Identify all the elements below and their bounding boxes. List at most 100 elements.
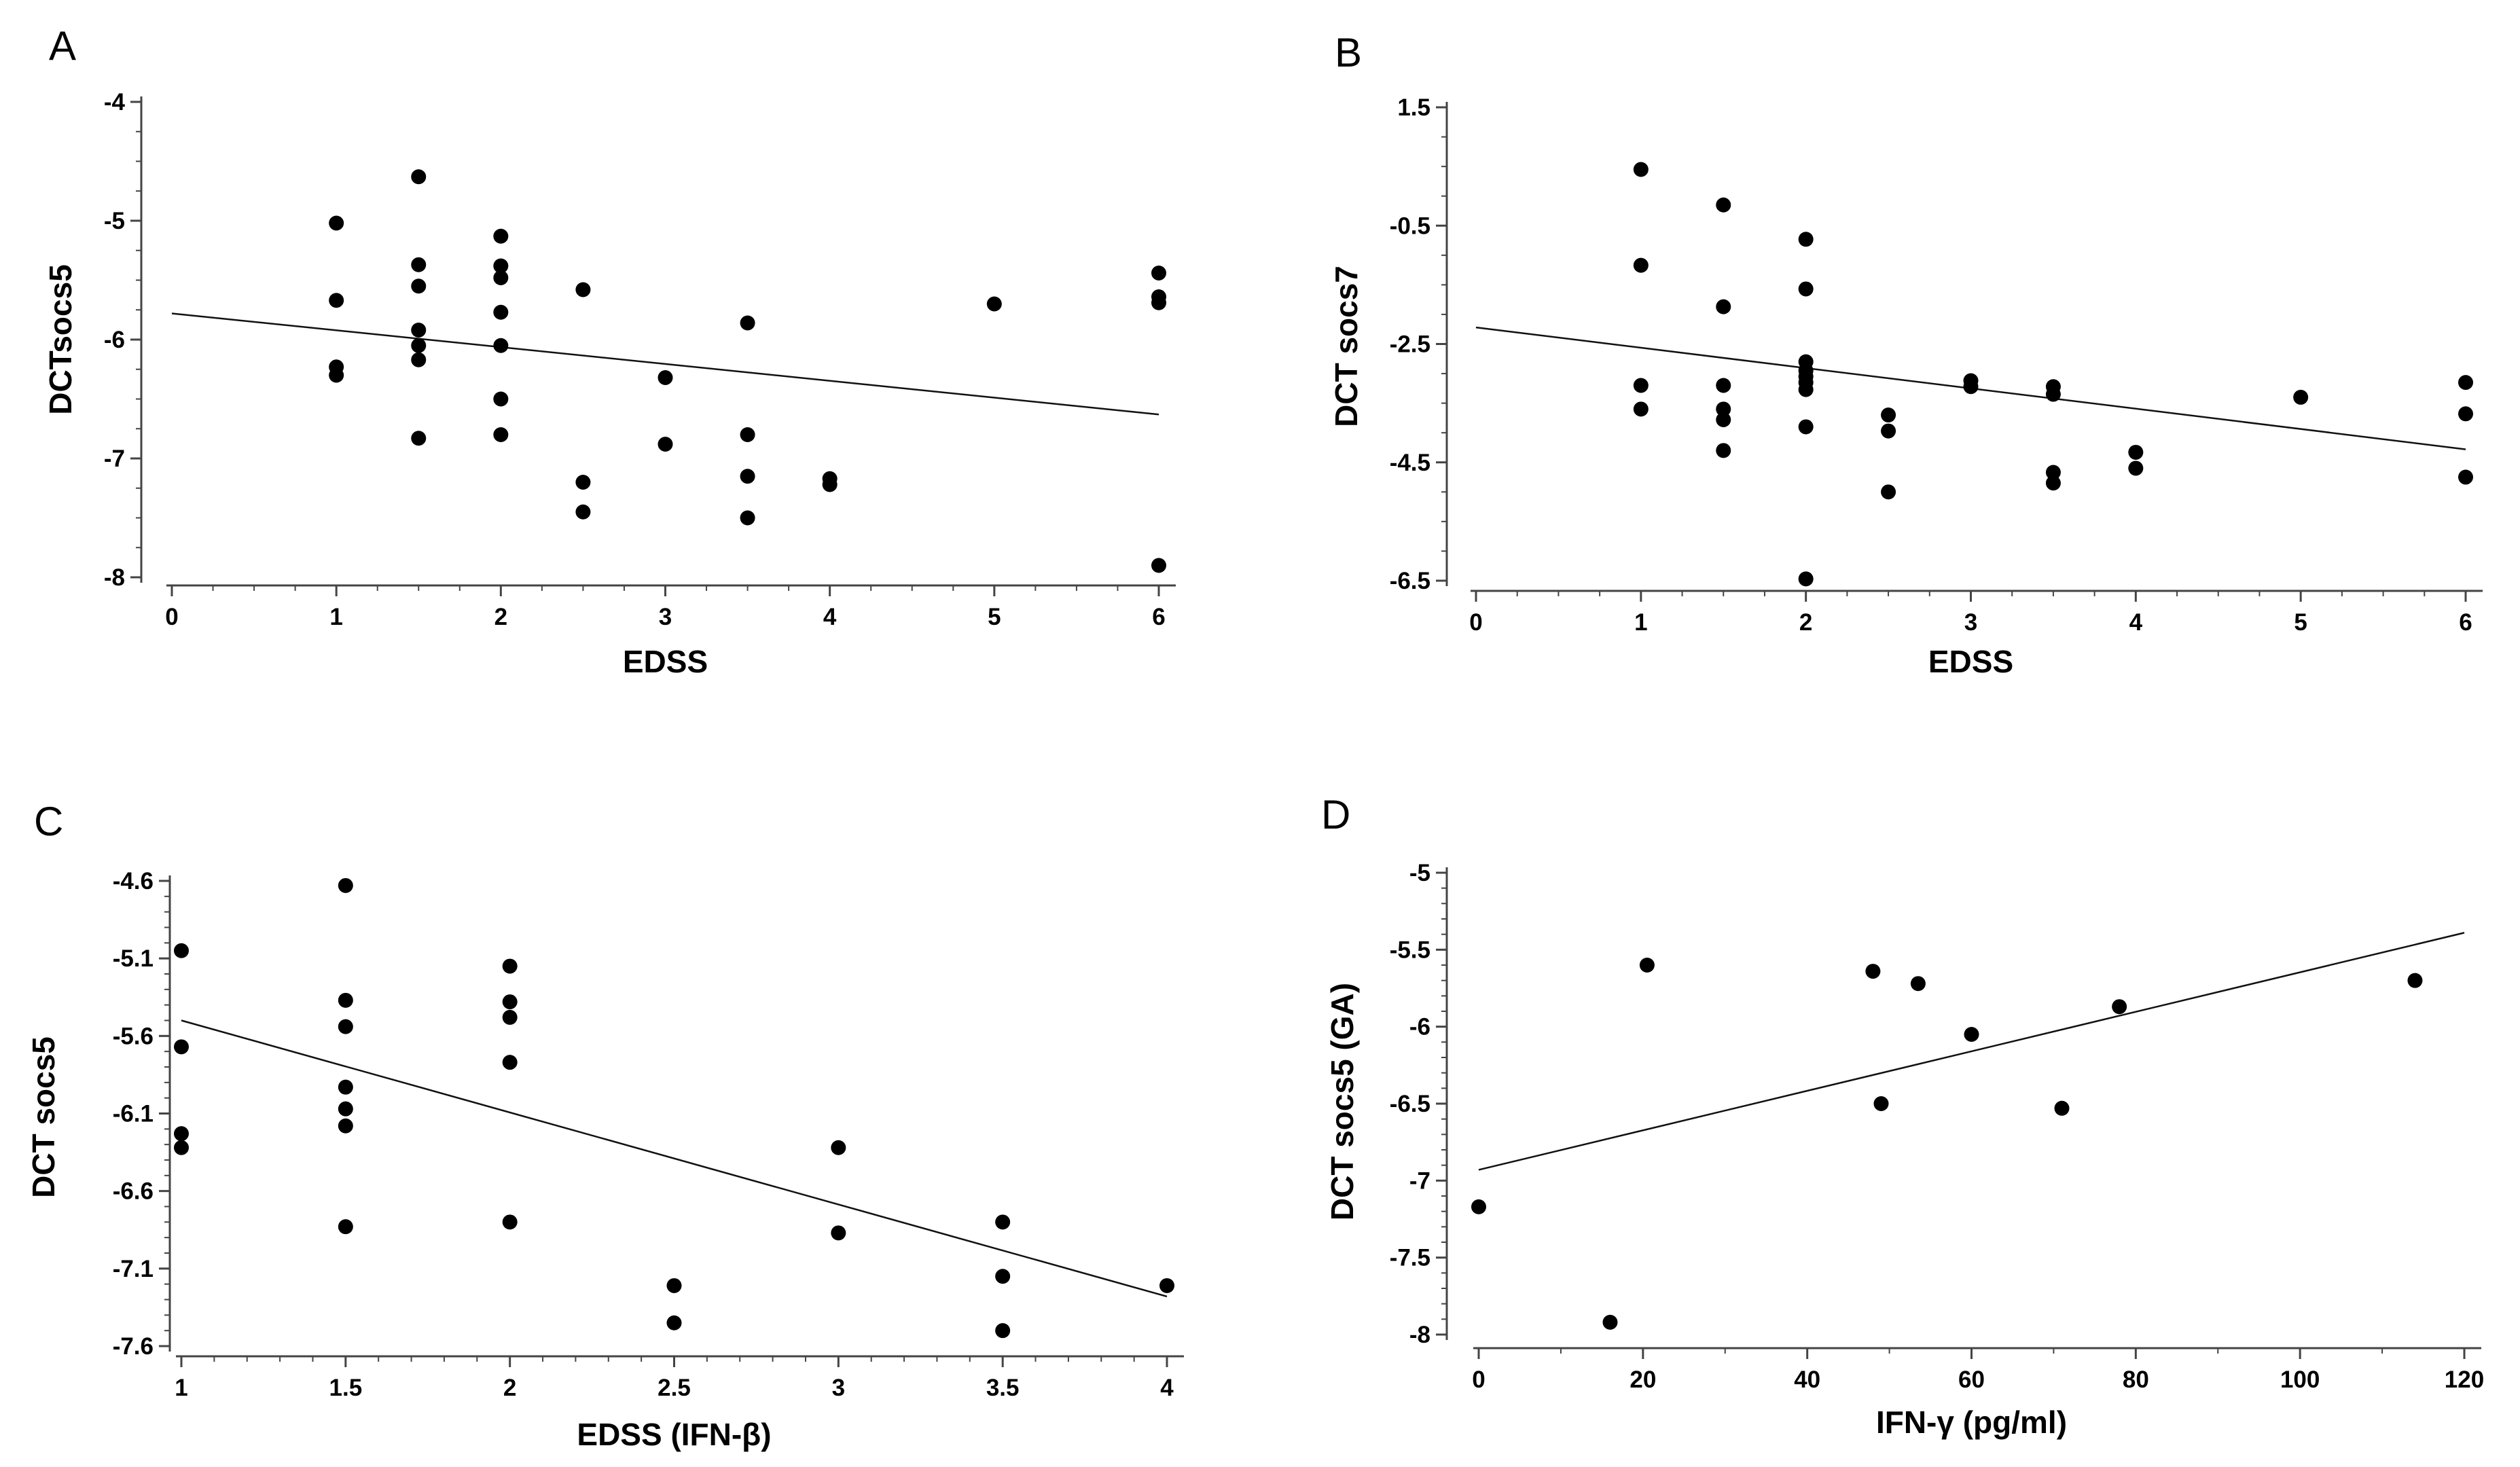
y-tick-label-d: -6	[1409, 1014, 1430, 1040]
regression-line-c	[181, 1019, 1168, 1298]
x-tick-label-d: 100	[2280, 1366, 2320, 1393]
y-tick-label-c: -4.6	[113, 868, 154, 894]
data-point-c	[1159, 1278, 1174, 1293]
x-tick-label-a: 4	[823, 604, 837, 630]
data-point-d	[1639, 958, 1655, 973]
data-point-b	[1716, 299, 1731, 314]
data-point-a	[658, 370, 673, 385]
data-point-b	[1716, 378, 1731, 393]
data-point-a	[822, 477, 838, 492]
data-point-c	[338, 992, 353, 1008]
data-point-b	[2045, 475, 2061, 491]
x-tick-label-a: 5	[988, 604, 1001, 630]
data-point-b	[1716, 443, 1731, 458]
data-point-d	[1471, 1199, 1486, 1214]
data-point-d	[1865, 964, 1881, 979]
data-point-b	[2458, 469, 2473, 485]
x-tick-label-a: 3	[659, 604, 672, 630]
data-point-b	[1798, 571, 1814, 587]
data-point-c	[502, 1055, 518, 1070]
data-point-a	[740, 315, 755, 331]
data-point-b	[1633, 162, 1649, 177]
x-tick-label-d: 40	[1794, 1366, 1820, 1393]
data-point-b	[1963, 379, 1979, 395]
y-axis-title-c: DCT socs5	[26, 1036, 61, 1198]
panel-letter-a: A	[49, 23, 76, 69]
data-point-b	[1633, 257, 1649, 273]
data-point-c	[174, 1039, 189, 1055]
y-tick-label-d: -8	[1409, 1322, 1430, 1348]
x-axis-title-c: EDSS (IFN-β)	[577, 1417, 771, 1452]
data-point-a	[411, 323, 427, 338]
y-tick-label-a: -7	[104, 446, 125, 472]
data-point-d	[1873, 1096, 1889, 1111]
x-tick-label-c: 2.5	[658, 1375, 691, 1401]
data-point-b	[1881, 484, 1896, 500]
y-axis-title-b: DCT socs7	[1329, 266, 1364, 427]
data-point-c	[338, 1219, 353, 1235]
data-point-a	[411, 169, 427, 185]
data-point-b	[1716, 401, 1731, 417]
data-point-c	[502, 994, 518, 1010]
data-point-d	[2407, 973, 2423, 988]
data-point-a	[411, 338, 427, 353]
data-point-a	[329, 215, 344, 231]
x-tick-label-d: 0	[1472, 1366, 1485, 1393]
data-point-c	[502, 1214, 518, 1230]
y-tick-label-c: -5.1	[113, 945, 154, 972]
data-point-a	[575, 504, 591, 520]
y-tick-label-c: -5.6	[113, 1023, 154, 1049]
data-point-c	[502, 958, 518, 974]
y-tick-label-c: -6.6	[113, 1178, 154, 1205]
data-point-c	[174, 1126, 189, 1142]
data-point-d	[2112, 999, 2127, 1015]
x-tick-label-c: 3.5	[986, 1375, 1020, 1401]
data-point-c	[995, 1214, 1011, 1230]
data-point-a	[411, 431, 427, 446]
y-tick-label-c: -7.6	[113, 1333, 154, 1360]
y-tick-label-d: -7	[1409, 1167, 1430, 1194]
data-point-d	[1964, 1027, 1979, 1042]
y-tick-label-a: -4	[104, 89, 126, 115]
data-point-d	[1910, 976, 1926, 992]
data-point-b	[2458, 375, 2473, 391]
panel-a: A 0 1 2 3 4 5 6 -8 -7 -6 -5 -4 EDSS DCTsocs5	[43, 23, 1176, 679]
y-axis-title-d: DCT socs5 (GA)	[1325, 983, 1360, 1220]
y-tick-label-d: -6.5	[1390, 1091, 1430, 1117]
data-point-c	[995, 1323, 1011, 1339]
data-point-a	[411, 278, 427, 294]
data-point-a	[740, 469, 755, 484]
y-tick-label-b: -2.5	[1390, 331, 1430, 358]
data-point-a	[411, 257, 427, 272]
y-tick-label-a: -8	[104, 564, 125, 591]
y-tick-label-b: -4.5	[1390, 450, 1430, 476]
data-point-b	[2045, 386, 2061, 402]
x-tick-label-d: 20	[1630, 1366, 1656, 1393]
data-point-c	[831, 1140, 846, 1155]
data-point-c	[831, 1225, 846, 1241]
y-tick-label-d: -7.5	[1390, 1245, 1430, 1271]
data-point-a	[329, 367, 344, 383]
data-point-b	[2128, 444, 2144, 460]
x-tick-label-b: 3	[1964, 609, 1977, 636]
data-point-a	[493, 304, 509, 320]
x-tick-label-b: 4	[2129, 609, 2143, 636]
panel-letter-d: D	[1321, 792, 1350, 837]
panel-letter-b: B	[1335, 30, 1362, 75]
x-tick-label-c: 1.5	[329, 1375, 363, 1401]
data-point-a	[493, 338, 509, 353]
x-tick-label-b: 1	[1634, 609, 1647, 636]
data-point-a	[575, 282, 591, 297]
data-point-c	[338, 1101, 353, 1117]
data-point-b	[1798, 419, 1814, 435]
data-point-a	[411, 352, 427, 367]
data-point-a	[575, 475, 591, 490]
data-point-c	[338, 877, 353, 893]
y-tick-label-c: -6.1	[113, 1101, 154, 1127]
regression-line-d	[1478, 932, 2465, 1171]
x-tick-label-b: 2	[1799, 609, 1812, 636]
x-tick-label-c: 1	[175, 1375, 187, 1401]
data-point-b	[2045, 465, 2061, 480]
data-point-d	[2054, 1100, 2070, 1116]
